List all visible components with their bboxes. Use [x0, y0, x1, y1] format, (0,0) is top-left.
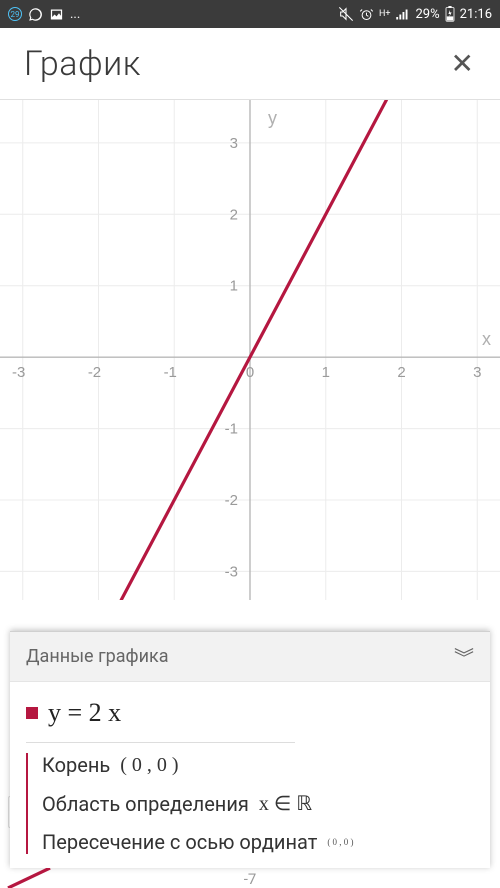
svg-text:1: 1 [322, 364, 330, 381]
y-intercept-label: Пересечение с осью ординат [42, 830, 317, 854]
svg-text:3: 3 [473, 364, 481, 381]
panel-body: y = 2 x Корень ( 0 , 0 ) Область определ… [10, 682, 490, 868]
screen-root: 29 ... H+ 29% 21:16 [0, 0, 500, 888]
properties-block: Корень ( 0 , 0 ) Область определения x ∈… [26, 753, 474, 854]
clock-time: 21:16 [460, 7, 492, 22]
series-color-marker [26, 707, 38, 719]
root-value: ( 0 , 0 ) [120, 754, 178, 777]
more-notifications-icon: ... [70, 7, 80, 22]
root-label: Корень [42, 753, 110, 777]
mute-vibrate-icon [338, 6, 354, 22]
series-line-peek: -7 [0, 868, 500, 888]
domain-value: x ∈ ℝ [259, 791, 312, 816]
battery-icon [445, 6, 455, 22]
panel-header[interactable]: Данные графика ︾ [10, 632, 490, 682]
status-bar: 29 ... H+ 29% 21:16 [0, 0, 500, 28]
equation-text: y = 2 x [48, 698, 121, 728]
image-icon [49, 7, 64, 22]
y-intercept-value: ( 0 , 0 ) [327, 837, 353, 847]
domain-label: Область определения [42, 792, 249, 816]
alarm-icon [359, 7, 374, 22]
svg-text:-3: -3 [225, 563, 238, 580]
notification-badge-icon: 29 [8, 7, 22, 21]
close-button[interactable]: ✕ [443, 43, 482, 84]
divider [26, 742, 295, 743]
root-row: Корень ( 0 , 0 ) [42, 753, 474, 777]
page-title: График [24, 44, 141, 84]
svg-text:1: 1 [230, 278, 238, 295]
status-right-group: H+ 29% 21:16 [338, 6, 492, 22]
network-type-icon: H+ [379, 10, 391, 19]
svg-text:3: 3 [230, 135, 238, 152]
chart-area[interactable]: -3-2-10123123-1-2-3xy ПОВТОР Данные граф… [0, 100, 500, 888]
svg-text:-1: -1 [164, 364, 177, 381]
svg-text:2: 2 [397, 364, 405, 381]
svg-text:-1: -1 [225, 421, 238, 438]
chevron-down-icon[interactable]: ︾ [454, 642, 474, 671]
svg-text:0: 0 [246, 364, 254, 381]
svg-text:y: y [268, 108, 277, 128]
status-left-group: 29 ... [8, 7, 80, 22]
svg-text:-3: -3 [12, 364, 25, 381]
signal-icon [395, 7, 410, 22]
y-intercept-row: Пересечение с осью ординат ( 0 , 0 ) [42, 830, 474, 854]
equation-row[interactable]: y = 2 x [26, 692, 474, 740]
domain-row: Область определения x ∈ ℝ [42, 791, 474, 816]
chart-canvas[interactable]: -3 -2 -1 0 1 2 3 1 2 3 -1 -2 -3 x y [0, 100, 500, 600]
battery-percent: 29% [415, 7, 439, 22]
panel-title: Данные графика [26, 646, 169, 667]
svg-text:-2: -2 [88, 364, 101, 381]
graph-data-panel: Данные графика ︾ y = 2 x Корень ( 0 , 0 … [10, 631, 490, 868]
whatsapp-icon [28, 7, 43, 22]
app-header: График ✕ [0, 28, 500, 100]
svg-text:x: x [482, 329, 491, 349]
bottom-tick-label: -7 [244, 870, 257, 888]
svg-text:-2: -2 [225, 492, 238, 509]
svg-text:2: 2 [230, 206, 238, 223]
